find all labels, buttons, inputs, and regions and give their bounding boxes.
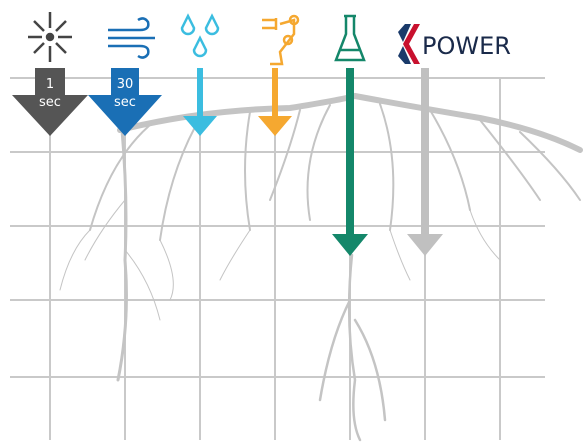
water-icon bbox=[182, 16, 218, 56]
arrows: 1 sec 30 sec bbox=[12, 68, 443, 256]
arrow-value: 1 bbox=[46, 77, 54, 92]
roots bbox=[60, 96, 580, 440]
arrow-unit: sec bbox=[39, 95, 61, 110]
robot-icon bbox=[262, 16, 298, 64]
logo-x bbox=[398, 24, 420, 64]
arrow-xpower bbox=[407, 68, 443, 256]
arrow-value: 30 bbox=[117, 77, 134, 92]
air-icon bbox=[108, 18, 155, 57]
flash-icon bbox=[28, 12, 72, 62]
arrow-unit: sec bbox=[114, 95, 136, 110]
page: POWER 1 sec 30 sec (() => { const data =… bbox=[0, 0, 587, 446]
lab-icon bbox=[336, 16, 364, 60]
icons: POWER bbox=[28, 12, 511, 64]
diagram: POWER 1 sec 30 sec bbox=[0, 0, 587, 446]
logo-text: POWER bbox=[422, 32, 511, 60]
